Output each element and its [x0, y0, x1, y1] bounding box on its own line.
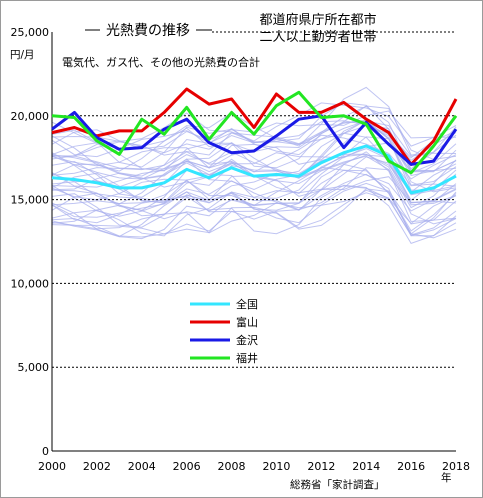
x-unit-label: 年: [441, 471, 452, 484]
x-tick-label: 2018: [442, 460, 470, 473]
x-tick-label: 2002: [83, 460, 111, 473]
legend-label-kanazawa: 金沢: [236, 333, 258, 347]
y-tick-label: 20,000: [11, 110, 50, 123]
x-tick-label: 2006: [173, 460, 201, 473]
legend-label-fukui: 福井: [236, 351, 258, 365]
legend: 全国 富山 金沢 福井: [190, 297, 258, 365]
x-tick-label: 2004: [128, 460, 156, 473]
y-tick-label: 15,000: [11, 194, 50, 207]
other-city-line: [51, 182, 457, 237]
other-city-line: [51, 163, 457, 232]
y-tick-label: 0: [42, 445, 49, 458]
y-tick-label: 5,000: [18, 361, 50, 374]
x-tick-label: 2016: [397, 460, 425, 473]
x-tick-labels: 2000 2002 2004 2006 2008 2010 2012 2014 2016 2018: [38, 460, 470, 473]
legend-label-national: 全国: [236, 297, 258, 311]
x-tick-label: 2008: [218, 460, 246, 473]
series-line-1: [51, 87, 458, 166]
subtitle-line1: 都道府県庁所在都市: [259, 12, 376, 28]
source-note: 総務省「家計調査」: [290, 478, 385, 491]
series-line-3: [51, 90, 458, 175]
other-city-line: [51, 119, 457, 191]
x-tick-label: 2000: [38, 460, 66, 473]
axes: [51, 32, 456, 452]
grid-lines: [52, 31, 456, 368]
other-city-line: [51, 151, 457, 223]
y-unit-label: 円/月: [10, 49, 35, 61]
other-city-line: [51, 120, 457, 186]
other-city-line: [51, 153, 457, 211]
chart-note: 電気代、ガス代、その他の光熱費の合計: [62, 55, 260, 69]
x-tick-label: 2012: [307, 460, 335, 473]
series-line-2: [51, 110, 458, 166]
x-tick-label: 2010: [262, 460, 290, 473]
chart-title: 光熱費の推移: [106, 23, 190, 39]
series-lines: [51, 87, 458, 195]
other-city-line: [51, 173, 457, 237]
legend-label-toyama: 富山: [236, 315, 258, 329]
y-tick-labels: 0 5,000 10,000 15,000 20,000 25,000: [11, 26, 50, 458]
series-line-0: [51, 144, 457, 195]
y-tick-label: 10,000: [11, 277, 50, 290]
x-tick-label: 2014: [352, 460, 380, 473]
subtitle-line2: 二人以上勤労者世帯: [259, 30, 376, 45]
other-city-line: [51, 121, 457, 177]
other-city-line: [51, 155, 457, 209]
other-city-line: [51, 189, 457, 237]
y-tick-label: 25,000: [11, 26, 50, 39]
